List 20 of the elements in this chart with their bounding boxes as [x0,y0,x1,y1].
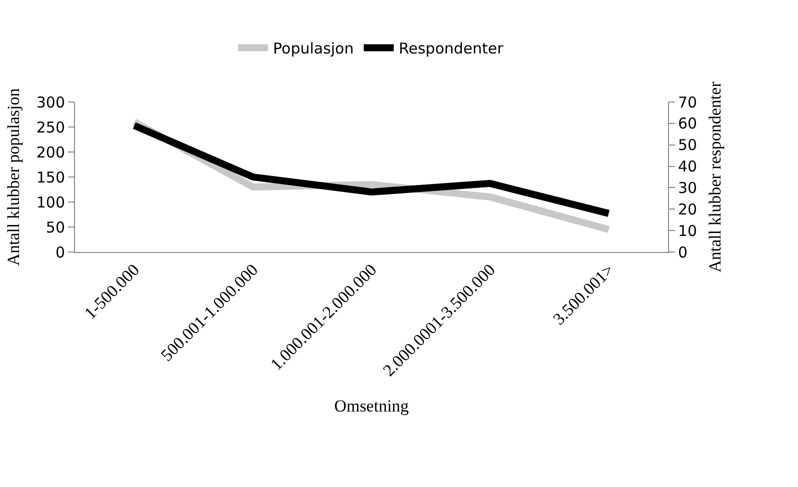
y-tick-label: 0 [55,243,65,262]
y-tick-label: 250 [36,118,65,136]
y-axis-title: Antall klubber populasjon [4,88,23,266]
y2-tick-label: 60 [678,114,698,133]
y2-tick-label: 10 [678,222,698,240]
y-tick-label: 50 [46,218,65,236]
y2-tick-label: 70 [678,93,698,112]
x-axis-title: Omsetning [334,396,410,416]
y2-tick-label: 40 [678,158,698,176]
legend-label: Respondenter [398,40,504,58]
y2-tick-label: 30 [678,178,698,197]
y-tick-label: 150 [36,168,65,186]
y2-tick-label: 50 [678,136,698,154]
y2-tick-label: 20 [678,200,698,218]
y-tick-label: 300 [36,93,65,112]
y2-axis-title: Antall klubber respondenter [705,81,724,272]
y2-tick-label: 0 [678,243,688,262]
y-tick-label: 200 [36,143,65,162]
y-tick-label: 100 [36,193,65,212]
legend-label: Populasjon [273,40,354,58]
